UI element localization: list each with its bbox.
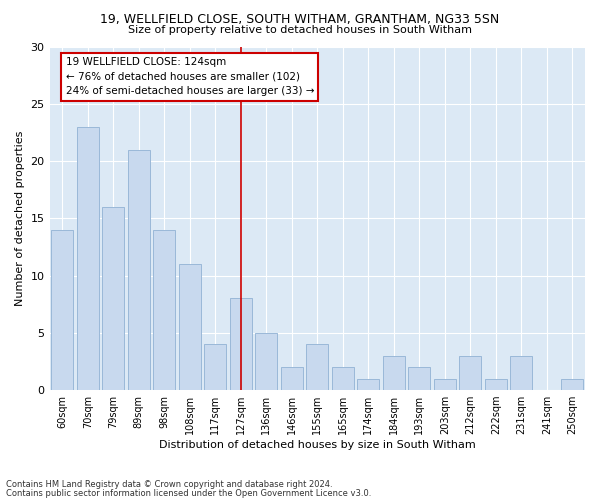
Bar <box>281 367 302 390</box>
X-axis label: Distribution of detached houses by size in South Witham: Distribution of detached houses by size … <box>159 440 476 450</box>
Bar <box>52 230 73 390</box>
Text: Contains HM Land Registry data © Crown copyright and database right 2024.: Contains HM Land Registry data © Crown c… <box>6 480 332 489</box>
Bar <box>409 367 430 390</box>
Bar <box>205 344 226 390</box>
Bar <box>128 150 149 390</box>
Text: 19 WELLFIELD CLOSE: 124sqm
← 76% of detached houses are smaller (102)
24% of sem: 19 WELLFIELD CLOSE: 124sqm ← 76% of deta… <box>65 57 314 96</box>
Y-axis label: Number of detached properties: Number of detached properties <box>15 130 25 306</box>
Bar <box>358 378 379 390</box>
Bar <box>154 230 175 390</box>
Bar <box>562 378 583 390</box>
Bar <box>434 378 455 390</box>
Text: Size of property relative to detached houses in South Witham: Size of property relative to detached ho… <box>128 25 472 35</box>
Text: Contains public sector information licensed under the Open Government Licence v3: Contains public sector information licen… <box>6 488 371 498</box>
Bar <box>460 356 481 390</box>
Bar <box>230 298 251 390</box>
Bar <box>332 367 353 390</box>
Bar <box>485 378 506 390</box>
Bar <box>256 333 277 390</box>
Bar <box>77 126 98 390</box>
Bar <box>511 356 532 390</box>
Bar <box>103 207 124 390</box>
Text: 19, WELLFIELD CLOSE, SOUTH WITHAM, GRANTHAM, NG33 5SN: 19, WELLFIELD CLOSE, SOUTH WITHAM, GRANT… <box>100 12 500 26</box>
Bar <box>179 264 200 390</box>
Bar <box>383 356 404 390</box>
Bar <box>307 344 328 390</box>
